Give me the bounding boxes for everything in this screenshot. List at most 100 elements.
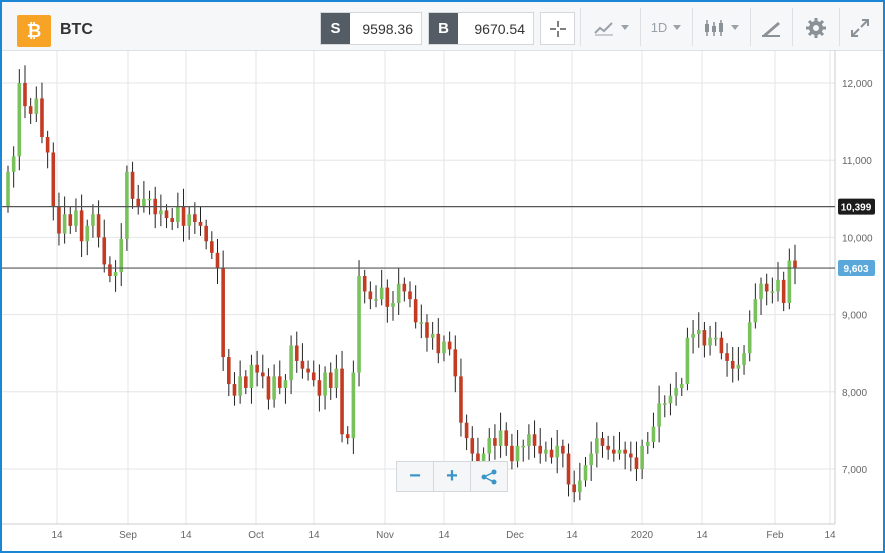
toolbar: ₿ BTC S 9598.36 B 9670.54 1D — [2, 2, 883, 51]
candle-body — [113, 272, 118, 276]
candle-body — [662, 403, 667, 405]
candle-body — [770, 291, 775, 293]
candle-body — [164, 210, 169, 219]
symbol-label: BTC — [60, 21, 93, 38]
timeframe-select[interactable]: 1D — [646, 12, 686, 43]
bitcoin-icon: ₿ — [17, 15, 51, 47]
candle-body — [374, 299, 378, 301]
chart-type-button[interactable] — [588, 12, 634, 43]
candle-body — [311, 372, 316, 381]
sell-tag: S — [321, 13, 350, 44]
candle-body — [549, 449, 554, 458]
x-tick-label: Dec — [506, 530, 524, 541]
candle-body — [136, 198, 141, 207]
candle-body — [747, 322, 752, 354]
candle-body — [74, 210, 78, 226]
candle-body — [498, 430, 503, 446]
y-tick-label: 11,000 — [842, 156, 872, 167]
candle-body — [515, 445, 520, 462]
x-tick-label: Oct — [248, 530, 264, 541]
sell-price-box[interactable]: S 9598.36 — [320, 12, 422, 45]
candle-body — [260, 372, 265, 377]
zoom-out-icon[interactable]: − — [397, 462, 434, 491]
candle-body — [527, 434, 531, 446]
candlestick-icon — [705, 19, 723, 36]
y-tick-label: 9,000 — [842, 311, 867, 322]
candle-body — [243, 376, 248, 388]
candle-body — [28, 106, 33, 114]
candle-body — [781, 279, 786, 304]
candle-body — [159, 210, 163, 215]
candle-body — [91, 214, 95, 226]
candle-body — [764, 283, 769, 292]
candle-body — [544, 449, 548, 454]
candle-body — [651, 426, 656, 442]
candle-body — [221, 268, 225, 358]
candle-body — [45, 137, 50, 153]
crosshair-button[interactable] — [540, 12, 575, 45]
candle-body — [555, 445, 560, 458]
candle-body — [702, 330, 707, 346]
candle-body — [640, 445, 644, 469]
candle-body — [634, 457, 639, 469]
candle-body — [357, 276, 361, 373]
current-price-tag-bg — [838, 260, 875, 277]
x-tick-label: 14 — [438, 530, 450, 541]
candle-body — [238, 376, 242, 396]
settings-button[interactable] — [799, 12, 833, 43]
y-tick-label: 10,000 — [842, 233, 873, 244]
candle-body — [40, 98, 44, 138]
candle-body — [606, 445, 610, 450]
candle-body — [351, 372, 356, 439]
candle-style-button[interactable] — [698, 12, 744, 43]
candle-body — [294, 345, 299, 361]
expand-button[interactable] — [845, 12, 875, 43]
candle-body — [538, 445, 543, 454]
sell-price: 9598.36 — [362, 20, 413, 37]
candle-body — [340, 368, 344, 435]
candle-body — [612, 449, 616, 454]
candle-body — [657, 403, 661, 427]
candle-body — [210, 241, 214, 253]
candle-body — [719, 337, 724, 354]
candle-body — [396, 283, 401, 304]
drawing-icon — [762, 21, 780, 37]
candle-body — [776, 279, 780, 292]
level-tag-bg — [838, 198, 875, 215]
y-tick-label: 12,000 — [842, 79, 873, 90]
candle-body — [23, 83, 27, 107]
candle-body — [430, 333, 435, 338]
candle-body — [283, 380, 288, 388]
crosshair-icon — [549, 20, 566, 37]
drawing-tools-button[interactable] — [756, 12, 786, 43]
candle-body — [708, 337, 712, 346]
candle-body — [408, 291, 412, 300]
buy-price-box[interactable]: B 9670.54 — [428, 12, 534, 45]
candle-body — [85, 225, 90, 242]
candle-body — [362, 276, 367, 292]
candle-body — [561, 445, 565, 454]
candle-body — [147, 198, 152, 201]
candle-body — [510, 445, 514, 462]
x-tick-label: 14 — [696, 530, 708, 541]
x-tick-label: 2020 — [631, 530, 654, 541]
candle-body — [674, 387, 678, 396]
x-tick-label: 14 — [308, 530, 320, 541]
zoom-in-icon[interactable]: + — [434, 462, 471, 491]
candle-body — [566, 453, 571, 485]
candle-body — [645, 441, 650, 446]
x-tick-label: 14 — [180, 530, 192, 541]
candle-body — [328, 372, 333, 388]
y-tick-label: 8,000 — [842, 388, 867, 399]
candle-body — [11, 156, 16, 172]
candle-body — [57, 206, 61, 234]
buy-price: 9670.54 — [474, 20, 525, 37]
candle-body — [464, 422, 469, 439]
candle-body — [345, 434, 350, 439]
candle-body — [730, 360, 735, 369]
share-icon[interactable] — [471, 462, 507, 491]
candle-body — [130, 171, 135, 199]
candle-body — [79, 210, 84, 242]
buy-tag: B — [429, 13, 458, 44]
candle-body — [759, 283, 763, 300]
